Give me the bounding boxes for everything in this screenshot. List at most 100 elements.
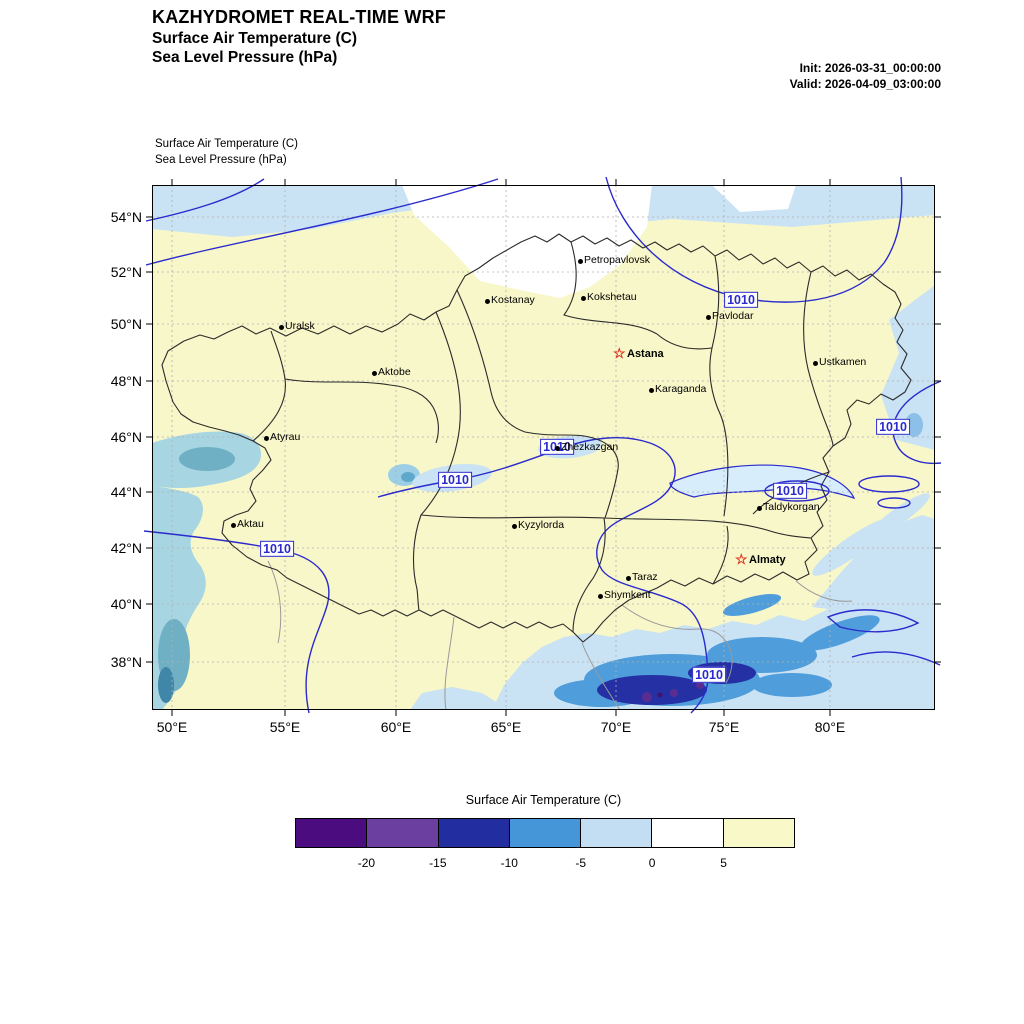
city-label: Kokshetau <box>587 291 637 303</box>
city-dot-icon <box>756 505 762 511</box>
city-dot-icon <box>705 314 711 320</box>
cold-purple-1 <box>642 692 652 702</box>
city-dot-icon <box>263 435 269 441</box>
lon-axis-label: 70°E <box>600 719 632 735</box>
city-dot-icon <box>230 522 236 528</box>
city-label: Taraz <box>632 571 658 583</box>
legend-color-segment <box>438 819 510 847</box>
caspian-deep-2 <box>158 667 174 703</box>
city-label: Atyrau <box>270 431 301 443</box>
legend-tick-label: 0 <box>648 856 656 870</box>
legend-color-segment <box>367 819 439 847</box>
lat-axis-label: 44°N <box>110 484 142 500</box>
caspian-north-deep <box>179 447 235 471</box>
legend-tick-label: -10 <box>500 856 518 870</box>
city-dot-icon <box>812 360 818 366</box>
lat-axis-label: 50°N <box>110 316 142 332</box>
isobar-label: 1010 <box>438 471 472 489</box>
capital-star-icon: ☆ <box>735 551 748 567</box>
city-dot-icon <box>648 387 654 393</box>
city-label: Kyzylorda <box>518 519 565 531</box>
warm-white-north <box>402 185 652 298</box>
legend-tick-label: -20 <box>357 856 376 870</box>
legend-title: Surface Air Temperature (C) <box>465 793 622 807</box>
city-dot-icon <box>597 593 603 599</box>
lon-axis-label: 80°E <box>814 719 846 735</box>
cold-strip-south <box>410 687 504 710</box>
figure-header: KAZHYDROMET REAL-TIME WRF Surface Air Te… <box>152 6 446 67</box>
lat-axis-label: 54°N <box>110 209 142 225</box>
subtitle-pressure: Sea Level Pressure (hPa) <box>152 48 338 66</box>
lat-axis-label: 52°N <box>110 264 142 280</box>
cold-dark-purple <box>657 692 663 698</box>
city-dot-icon <box>580 295 586 301</box>
city-label: Uralsk <box>285 320 315 332</box>
legend-tick-label: -15 <box>429 856 447 870</box>
legend-color-segment <box>652 819 724 847</box>
isobar-label: 1010 <box>260 540 294 558</box>
city-label: Almaty <box>749 554 786 566</box>
isobar-label: 1010 <box>773 482 807 500</box>
city-label: Karaganda <box>655 383 707 395</box>
city-dot-icon <box>625 575 631 581</box>
city-label: Pavlodar <box>712 310 754 322</box>
valid-time: Valid: 2026-04-09_03:00:00 <box>789 76 941 91</box>
city-dot-icon <box>484 298 490 304</box>
cold-streak-2 <box>870 493 930 537</box>
caption-line1: Surface Air Temperature (C) <box>155 138 298 150</box>
isobar-label: 1010 <box>692 666 726 684</box>
lake-balkhash <box>669 464 856 499</box>
legend-tick-label: -5 <box>575 856 587 870</box>
cold-purple-2 <box>670 689 678 697</box>
lat-axis-label: 48°N <box>110 373 142 389</box>
legend-color-segment <box>581 819 653 847</box>
lon-axis-label: 55°E <box>269 719 301 735</box>
lat-axis-label: 46°N <box>110 429 142 445</box>
legend-color-segment <box>723 819 794 847</box>
lon-axis-label: 65°E <box>490 719 522 735</box>
map-panel: 54°N 52°N 50°N 48°N 46°N 44°N 42°N 40°N 38°N 50°E… <box>111 176 942 735</box>
warm-white-northeast <box>712 185 796 212</box>
cold-medium-5 <box>752 673 832 697</box>
cold-navy-1 <box>597 675 707 705</box>
city-label: Petropavlovsk <box>584 254 650 266</box>
map-overlay: 54°N 52°N 50°N 48°N 46°N 44°N 42°N 40°N 38°N 50°E… <box>111 185 935 735</box>
legend-ticks: -20 -15 -10 -5 0 5 <box>295 856 795 872</box>
city-dot-icon <box>511 523 517 529</box>
legend-bar <box>295 818 795 848</box>
city-label: Astana <box>627 348 664 360</box>
city-dot-icon <box>577 258 583 264</box>
map-graphic <box>143 176 942 716</box>
run-times: Init: 2026-03-31_00:00:00 Valid: 2026-04… <box>790 61 941 92</box>
page-title: KAZHYDROMET REAL-TIME WRF <box>152 7 446 27</box>
city-label: Taldykorgan <box>763 501 820 513</box>
init-time: Init: 2026-03-31_00:00:00 <box>799 61 941 75</box>
aral-sea-deep <box>401 472 415 482</box>
legend-color-segment <box>296 819 368 847</box>
lat-axis-label: 38°N <box>110 654 142 670</box>
isobar-label: 1010 <box>724 291 758 309</box>
subtitle-temperature: Surface Air Temperature (C) <box>152 29 357 47</box>
city-label: Shymkent <box>604 589 651 601</box>
capital-star-icon: ☆ <box>613 345 626 361</box>
pressure-contours <box>143 176 942 714</box>
legend-color-segment <box>509 819 582 847</box>
city-dot-icon <box>554 445 560 451</box>
cold-area-southeast-ext <box>812 515 935 615</box>
lon-axis-label: 60°E <box>380 719 412 735</box>
city-dot-icon <box>278 324 284 330</box>
caption-line2: Sea Level Pressure (hPa) <box>155 154 287 167</box>
lat-axis-label: 42°N <box>110 540 142 556</box>
city-label: Aktau <box>237 518 264 530</box>
cold-area-east <box>881 285 935 450</box>
city-label: Aktobe <box>378 366 411 378</box>
cold-medium-4 <box>800 615 880 651</box>
legend-tick-label: 5 <box>720 856 727 870</box>
plot-caption: Surface Air Temperature (C) Sea Level Pr… <box>155 136 298 168</box>
graticule <box>152 185 935 710</box>
city-label: Zhezkazgan <box>561 441 619 453</box>
lat-axis-label: 40°N <box>110 596 142 612</box>
lon-axis-label: 50°E <box>156 719 188 735</box>
isobar-label: 1010 <box>876 418 910 436</box>
